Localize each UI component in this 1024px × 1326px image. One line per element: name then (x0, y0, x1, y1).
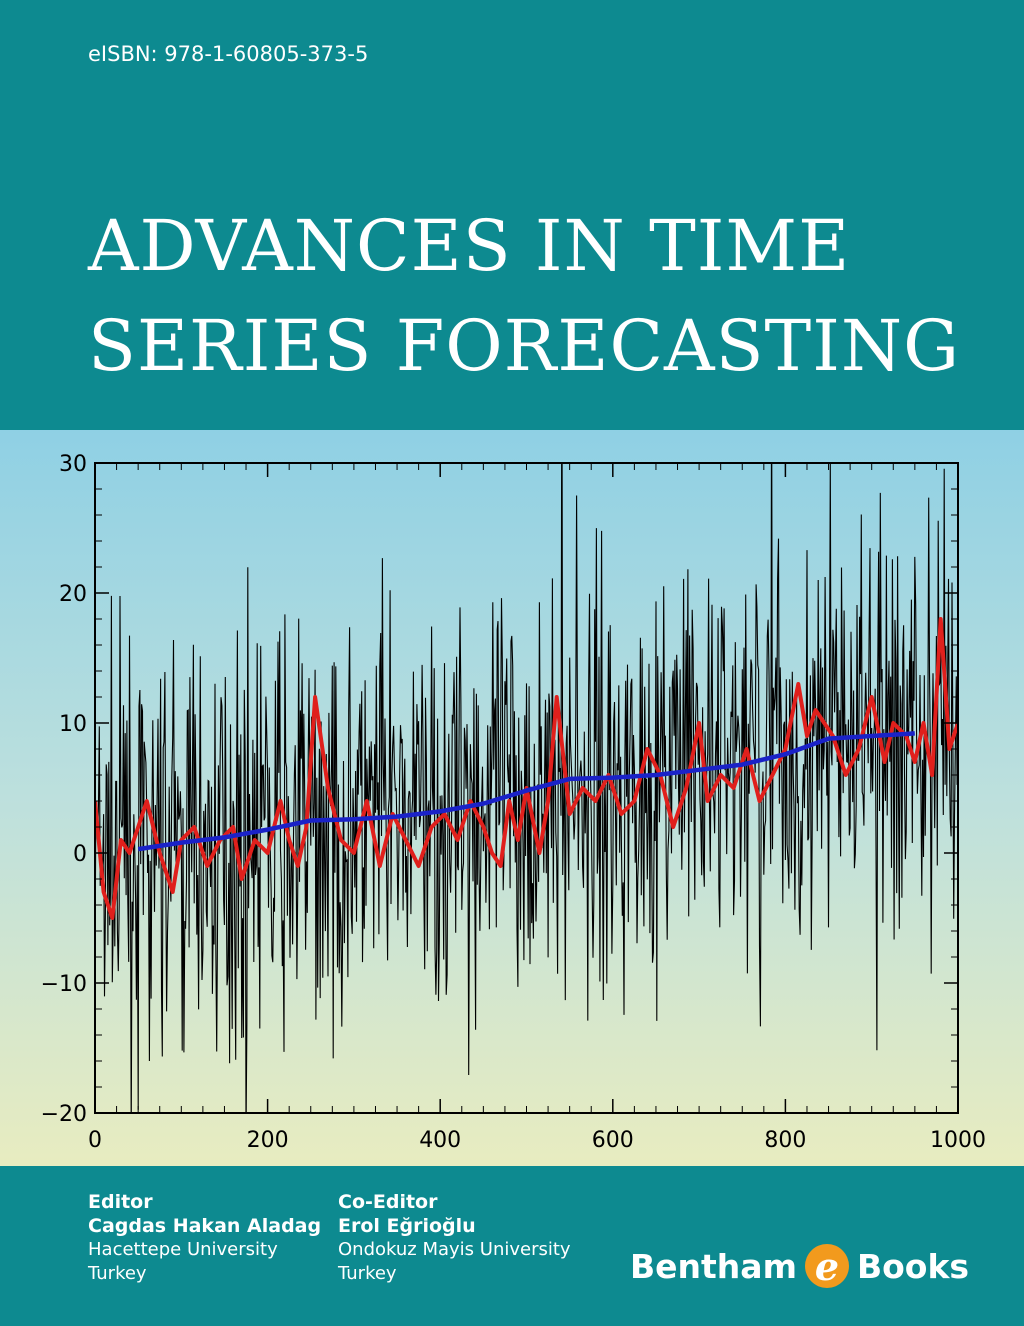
publisher-name-left: Bentham (630, 1246, 797, 1286)
editor-affiliation: Hacettepe University (88, 1239, 278, 1260)
isbn: eISBN: 978-1-60805-373-5 (88, 42, 369, 66)
coeditor-block: Co-Editor Erol Eğrioğlu Ondokuz Mayis Un… (338, 1190, 571, 1286)
x-tick-label: 1000 (930, 1128, 986, 1153)
y-tick-label: −20 (41, 1102, 87, 1127)
editor-name: Cagdas Hakan Aladag (88, 1215, 322, 1237)
coeditor-role: Co-Editor (338, 1191, 438, 1213)
x-tick-label: 0 (88, 1128, 102, 1153)
y-tick-label: 0 (73, 842, 87, 867)
editor-block: Editor Cagdas Hakan Aladag Hacettepe Uni… (88, 1190, 321, 1286)
y-tick-label: 10 (59, 712, 87, 737)
editor-country: Turkey (88, 1263, 147, 1284)
chart-area: 0 200 400 600 800 1000 −20 −10 0 10 20 30 (0, 430, 1024, 1166)
x-tick-label: 400 (419, 1128, 461, 1153)
y-tick-label: 30 (59, 452, 87, 477)
coeditor-name: Erol Eğrioğlu (338, 1215, 476, 1237)
publisher-name-right: Books (856, 1246, 970, 1286)
title-line-2: SERIES FORECASTING (88, 305, 961, 387)
e-logo-icon: e (804, 1244, 849, 1289)
series-raw-line (95, 463, 958, 1113)
series-smoothed-line (95, 617, 958, 920)
time-series-chart: 0 200 400 600 800 1000 −20 −10 0 10 20 30 (41, 452, 986, 1153)
y-tick-label: 20 (59, 582, 87, 607)
x-tick-label: 800 (764, 1128, 806, 1153)
editor-role: Editor (88, 1191, 153, 1213)
coeditor-affiliation: Ondokuz Mayis University (338, 1239, 571, 1260)
series-trend-line (137, 731, 915, 852)
x-tick-label: 200 (247, 1128, 289, 1153)
x-tick-label: 600 (592, 1128, 634, 1153)
title-line-1: ADVANCES IN TIME (88, 205, 851, 287)
book-title: ADVANCES IN TIME SERIES FORECASTING (88, 196, 1008, 396)
y-tick-label: −10 (41, 972, 87, 997)
publisher-logo: Bentham e Books (630, 1236, 970, 1296)
coeditor-country: Turkey (338, 1263, 397, 1284)
